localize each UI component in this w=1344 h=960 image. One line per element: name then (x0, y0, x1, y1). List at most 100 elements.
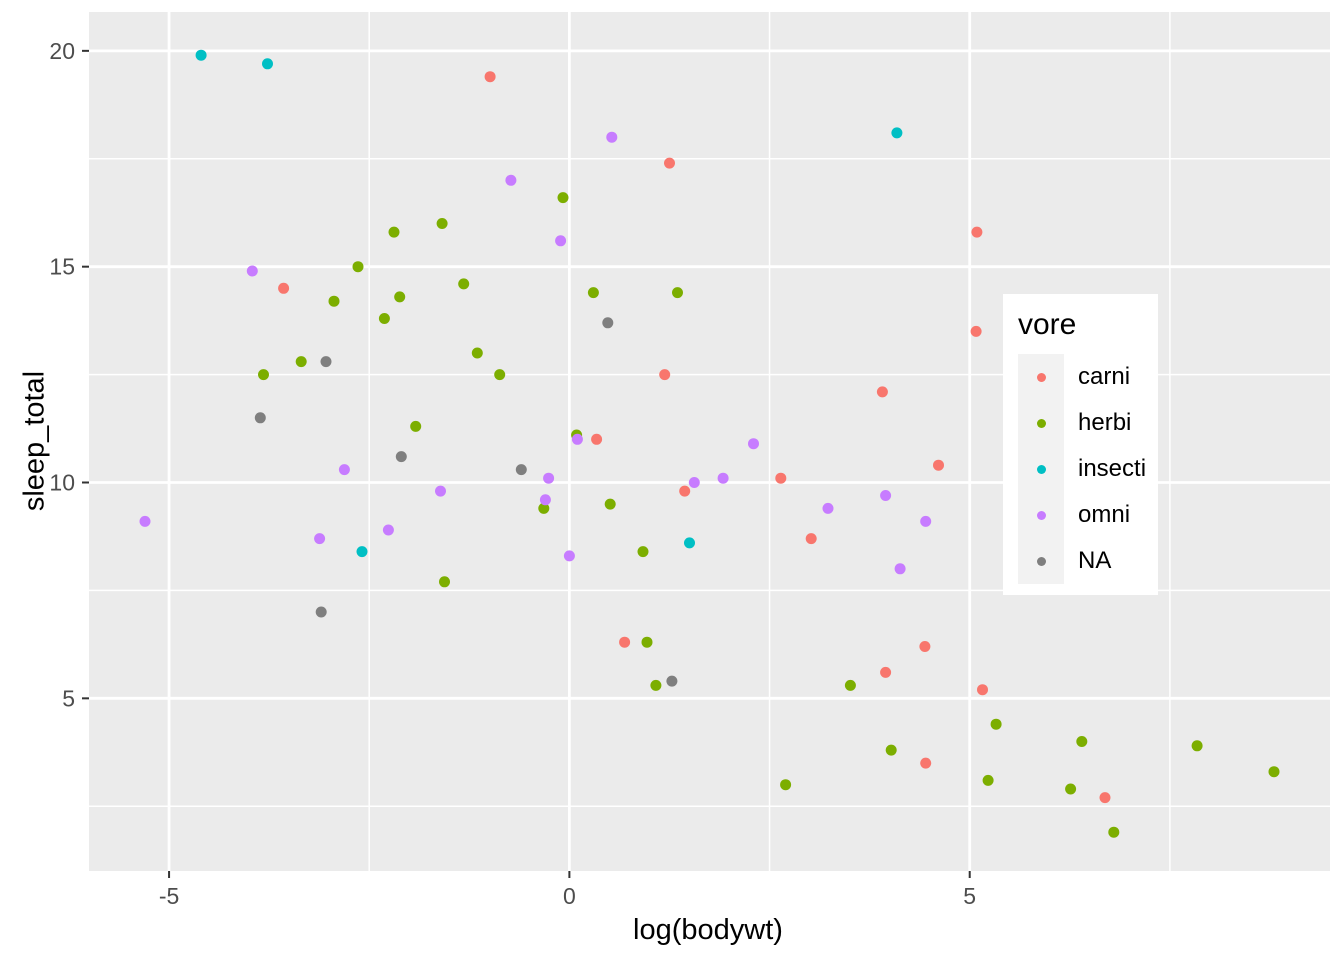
data-point-carni (619, 636, 631, 648)
data-point-carni (971, 226, 983, 238)
data-point-herbi (388, 226, 400, 238)
data-point-herbi (436, 218, 448, 229)
legend-dot-NA (1036, 556, 1046, 566)
legend-entry-omni: omni (1018, 492, 1158, 538)
data-point-omni (748, 438, 759, 450)
x-tick-label: 5 (963, 883, 976, 909)
x-tick-label: 0 (563, 883, 576, 909)
data-point-carni (484, 71, 496, 83)
data-point-NA (320, 356, 332, 368)
data-point-herbi (378, 313, 390, 324)
data-point-omni (822, 502, 834, 514)
x-axis-title: log(bodywt) (633, 914, 783, 946)
legend-entries: carni herbi insecti omni NA (1018, 354, 1158, 584)
data-point-herbi (494, 369, 506, 381)
data-point-herbi (394, 291, 406, 303)
data-point-herbi (650, 679, 662, 691)
data-point-carni (679, 485, 691, 497)
data-point-herbi (1268, 766, 1280, 778)
data-point-carni (920, 757, 932, 769)
y-axis-title: sleep_total (18, 370, 51, 512)
data-point-herbi (1065, 783, 1077, 795)
data-point-herbi (587, 287, 599, 299)
data-point-carni (805, 533, 817, 545)
legend-label: NA (1078, 547, 1112, 574)
data-point-insecti (356, 546, 368, 558)
data-point-omni (920, 515, 932, 527)
legend-dot-carni (1036, 372, 1046, 382)
x-tick-label: -5 (159, 883, 179, 909)
data-point-carni (977, 684, 988, 696)
data-point-carni (664, 157, 675, 169)
data-point-omni (571, 433, 583, 445)
data-point-omni (314, 533, 326, 545)
data-point-herbi (352, 261, 364, 273)
data-point-carni (775, 472, 787, 484)
y-tick-label: 20 (49, 38, 75, 64)
data-point-omni (894, 563, 906, 575)
data-point-insecti (891, 127, 903, 139)
data-point-carni (1099, 792, 1111, 804)
data-point-carni (659, 369, 671, 381)
data-point-insecti (262, 58, 273, 70)
legend-key (1018, 400, 1064, 446)
y-tick-label: 10 (49, 470, 75, 496)
data-point-herbi (982, 774, 994, 786)
legend-label: herbi (1078, 409, 1132, 436)
data-point-insecti (684, 537, 695, 549)
data-point-NA (515, 464, 527, 476)
data-point-herbi (295, 356, 307, 368)
data-point-omni (338, 464, 350, 476)
data-point-herbi (604, 498, 616, 510)
data-point-herbi (538, 502, 550, 514)
data-point-carni (970, 325, 982, 337)
data-point-carni (933, 459, 944, 471)
data-point-herbi (990, 718, 1002, 730)
data-point-NA (315, 606, 327, 618)
data-point-herbi (439, 576, 450, 588)
data-point-herbi (471, 347, 483, 359)
legend-key (1018, 492, 1064, 538)
data-point-carni (876, 386, 888, 398)
data-point-herbi (1076, 736, 1088, 747)
legend-dot-omni (1036, 510, 1046, 520)
data-point-NA (395, 451, 407, 463)
data-point-omni (563, 550, 575, 562)
y-tick-label: 15 (49, 254, 75, 280)
legend-label: carni (1078, 363, 1131, 390)
data-point-NA (602, 317, 614, 329)
legend-dot-insecti (1036, 464, 1046, 474)
data-point-omni (382, 524, 394, 536)
legend-key (1018, 538, 1064, 584)
data-point-carni (278, 282, 290, 294)
data-point-omni (505, 174, 517, 186)
data-point-omni (246, 265, 258, 277)
data-point-herbi (672, 287, 683, 299)
legend-entry-herbi: herbi (1018, 400, 1158, 446)
data-point-omni (606, 131, 618, 143)
legend-title: vore (1018, 308, 1077, 341)
legend-entry-NA: NA (1018, 538, 1158, 584)
data-point-carni (919, 641, 931, 652)
data-point-omni (688, 477, 700, 488)
legend-entry-insecti: insecti (1018, 446, 1158, 492)
data-point-herbi (1191, 740, 1203, 752)
legend-dot-herbi (1036, 418, 1046, 428)
data-point-omni (543, 472, 555, 484)
data-point-omni (435, 485, 446, 497)
data-point-herbi (258, 369, 269, 381)
data-point-omni (139, 515, 151, 527)
data-point-herbi (1108, 826, 1120, 838)
data-point-omni (539, 494, 551, 506)
data-point-herbi (637, 546, 649, 558)
data-point-omni (717, 472, 729, 484)
legend-label: insecti (1078, 455, 1147, 482)
data-point-insecti (195, 49, 207, 61)
data-point-omni (555, 235, 567, 247)
legend-key (1018, 446, 1064, 492)
legend: vore carni herbi insecti omni NA (1003, 294, 1158, 595)
data-point-NA (666, 675, 678, 687)
legend-entry-carni: carni (1018, 354, 1158, 400)
data-point-herbi (641, 636, 653, 648)
